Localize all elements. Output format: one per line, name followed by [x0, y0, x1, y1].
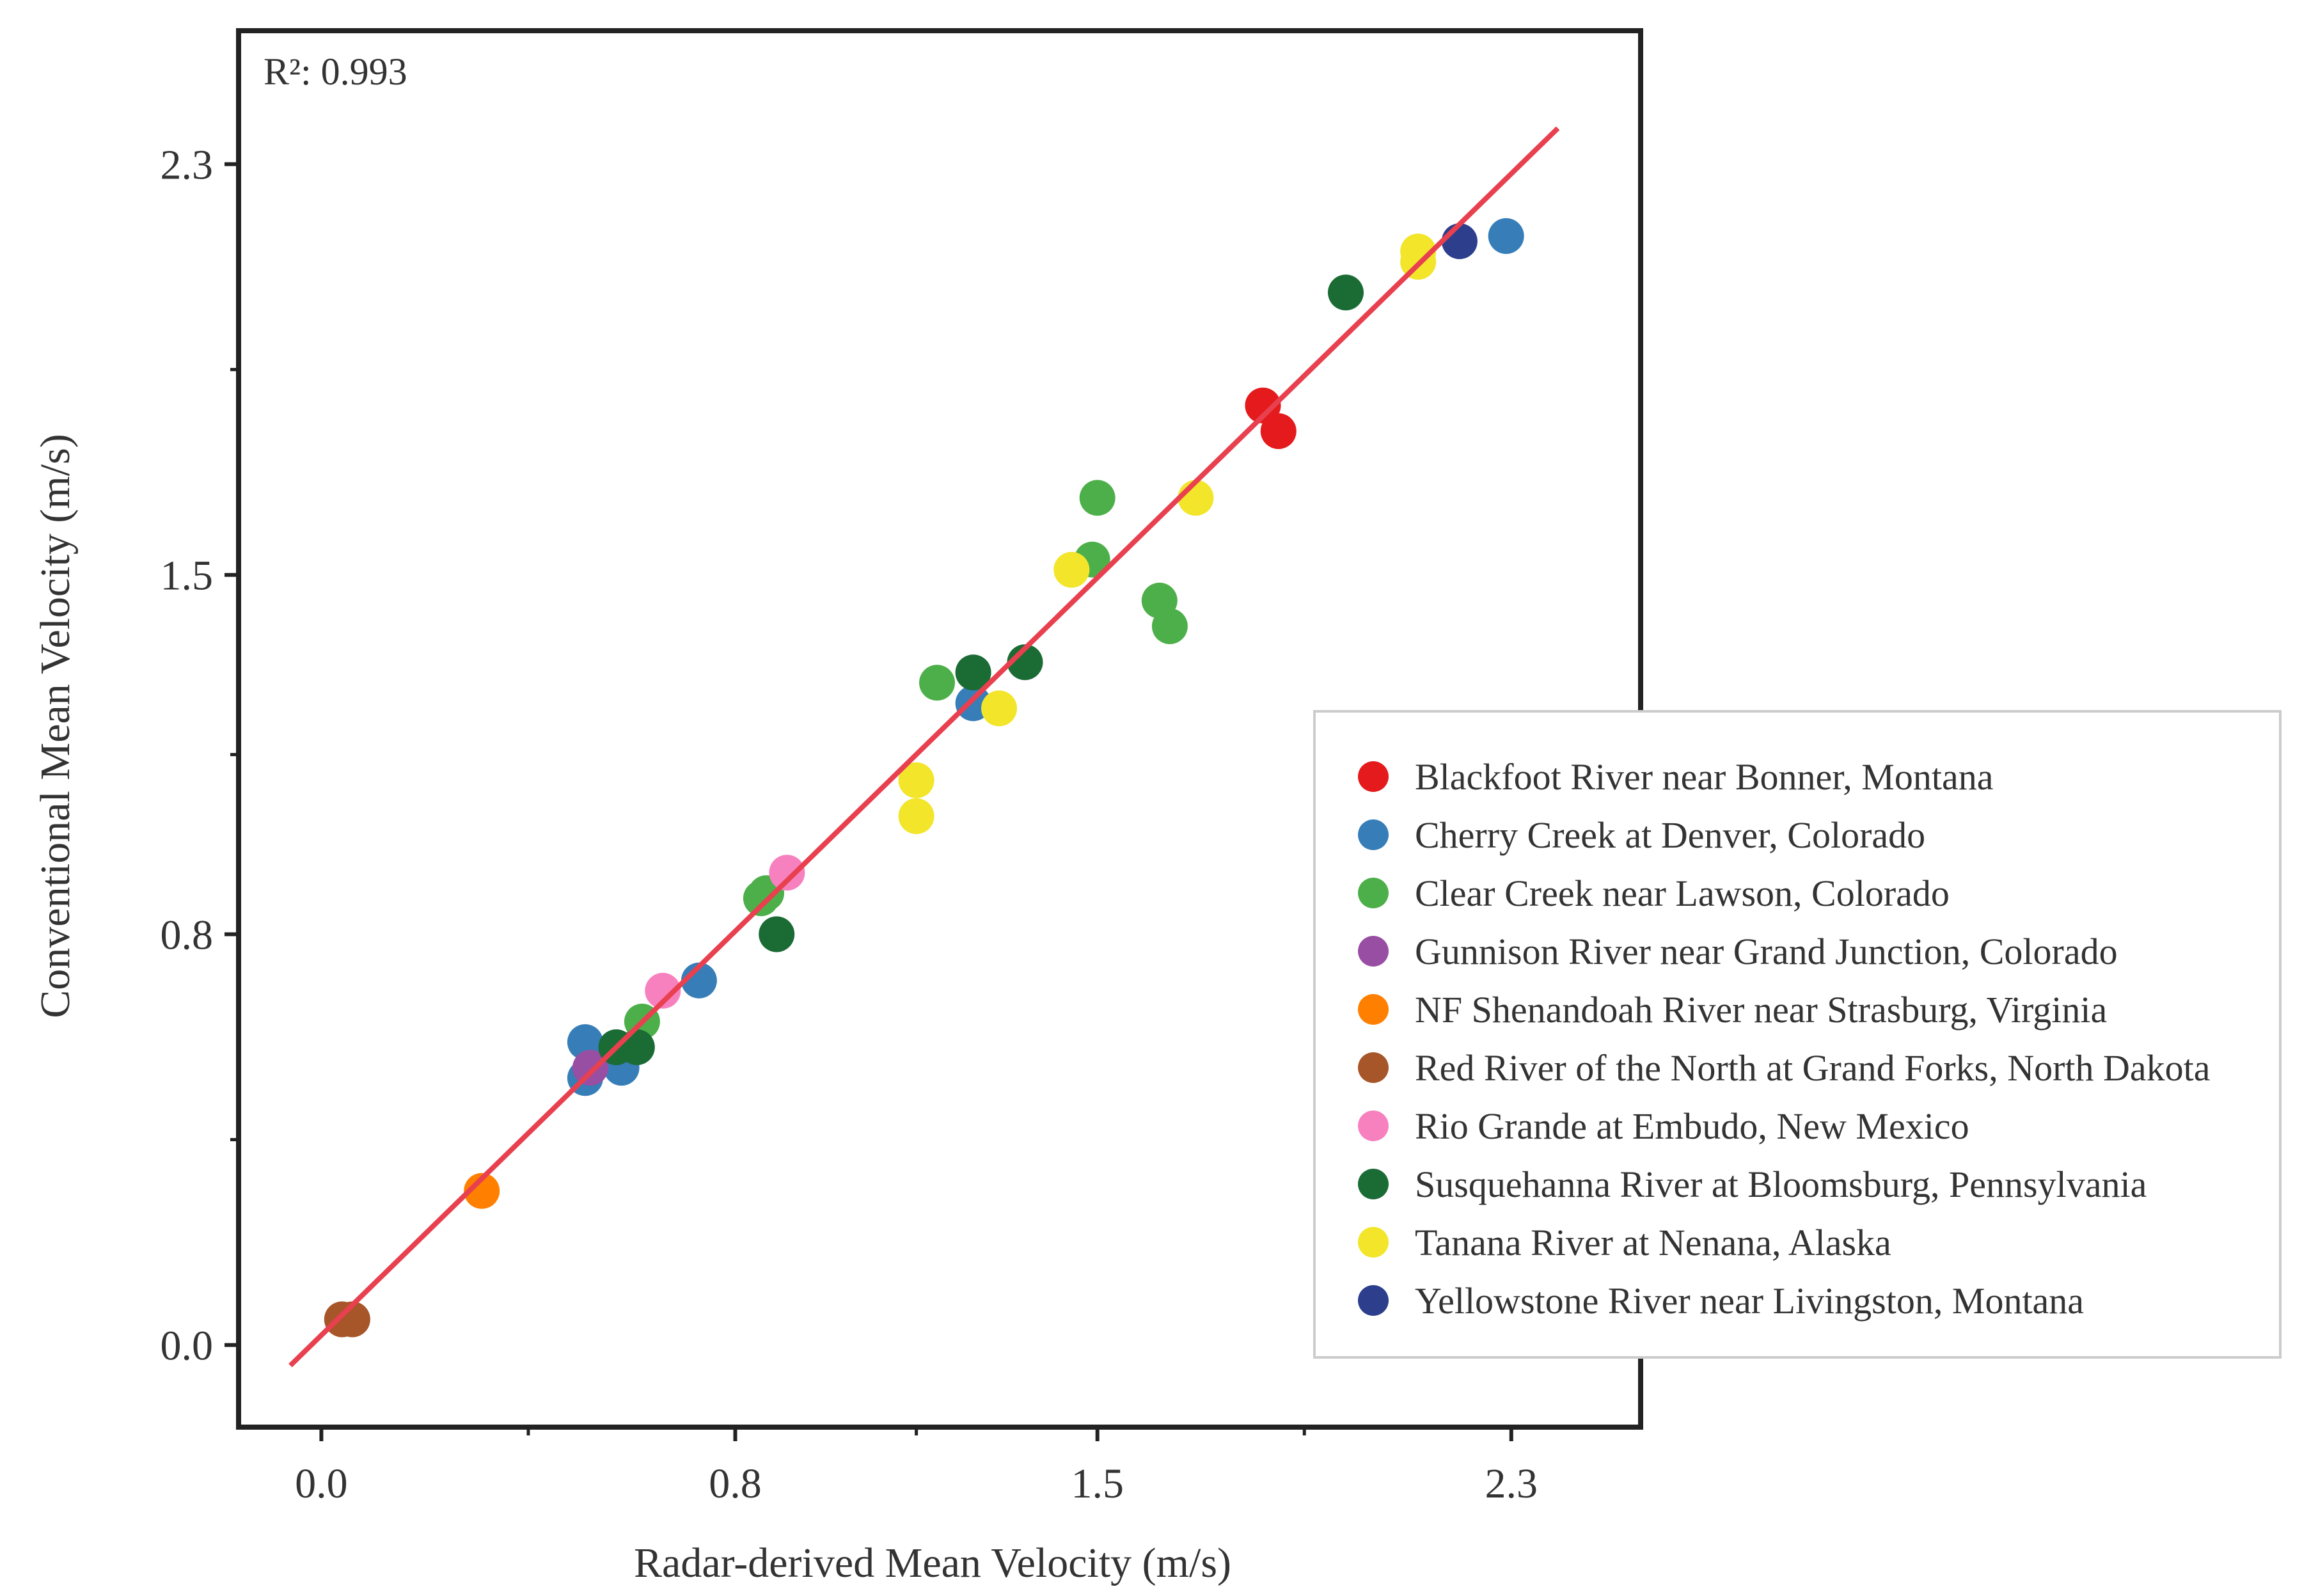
data-point-s7-2: [759, 916, 795, 952]
legend-marker: [1358, 1169, 1389, 1199]
x-axis-title: Radar-derived Mean Velocity (m/s): [634, 1540, 1231, 1586]
legend-label: NF Shenandoah River near Strasburg, Virg…: [1415, 989, 2107, 1031]
data-point-s2-3: [919, 665, 955, 701]
data-point-s8-4: [1178, 480, 1214, 516]
data-point-s7-3: [955, 654, 991, 691]
data-point-s7-5: [1328, 274, 1364, 311]
data-point-s0-1: [1260, 413, 1297, 449]
legend-marker: [1358, 1052, 1389, 1083]
regression-line: [288, 126, 1560, 1368]
legend-marker: [1358, 761, 1389, 792]
legend-marker: [1358, 878, 1389, 908]
data-point-s9-0: [1441, 223, 1478, 260]
legend-marker: [1358, 1227, 1389, 1258]
data-point-s0-0: [1245, 387, 1281, 423]
x-tick-label: 0.0: [295, 1460, 348, 1507]
y-tick-label: 0.8: [161, 912, 214, 959]
data-point-s7-1: [619, 1029, 655, 1066]
legend-label: Yellowstone River near Livingston, Monta…: [1415, 1280, 2084, 1322]
data-point-s8-1: [898, 798, 934, 834]
data-point-s6-0: [645, 972, 681, 1009]
data-point-s6-1: [769, 855, 805, 891]
y-tick-label: 2.3: [161, 142, 214, 189]
data-point-s2-7: [1151, 608, 1188, 644]
data-point-s8-3: [1053, 551, 1090, 588]
legend-marker: [1358, 936, 1389, 967]
r-squared-annotation: R²: 0.993: [264, 51, 407, 93]
y-axis-title: Conventional Mean Velocity (m/s): [32, 434, 79, 1018]
x-tick-label: 2.3: [1485, 1460, 1538, 1507]
legend-label: Gunnison River near Grand Junction, Colo…: [1415, 931, 2118, 972]
legend-marker: [1358, 1285, 1389, 1316]
data-point-s3-0: [572, 1050, 608, 1086]
x-tick-label: 0.8: [709, 1460, 762, 1507]
x-tick-label: 1.5: [1071, 1460, 1124, 1507]
legend-label: Clear Creek near Lawson, Colorado: [1415, 873, 1950, 914]
data-point-s1-3: [681, 962, 717, 999]
legend-label: Susquehanna River at Bloomsburg, Pennsyl…: [1415, 1164, 2147, 1205]
data-point-s2-4: [1079, 480, 1116, 516]
legend-label: Blackfoot River near Bonner, Montana: [1415, 756, 1993, 798]
data-point-s4-0: [464, 1173, 500, 1209]
legend-label: Red River of the North at Grand Forks, N…: [1415, 1047, 2211, 1089]
legend-box: [1313, 710, 2282, 1359]
legend-marker: [1358, 819, 1389, 850]
y-tick-label: 1.5: [161, 553, 214, 599]
legend: Blackfoot River near Bonner, Montana Cher…: [1313, 710, 2282, 1359]
legend-label: Rio Grande at Embudo, New Mexico: [1415, 1105, 1969, 1147]
legend-label: Tanana River at Nenana, Alaska: [1415, 1222, 1891, 1263]
data-point-s7-4: [1007, 644, 1043, 681]
data-point-s8-2: [981, 690, 1017, 727]
legend-marker: [1358, 1110, 1389, 1141]
legend-marker: [1358, 994, 1389, 1025]
legend-label: Cherry Creek at Denver, Colorado: [1415, 814, 1925, 856]
data-point-s8-0: [898, 762, 934, 798]
data-point-s1-5: [1488, 218, 1524, 254]
y-tick-label: 0.0: [161, 1323, 214, 1370]
data-point-s8-6: [1400, 233, 1437, 270]
